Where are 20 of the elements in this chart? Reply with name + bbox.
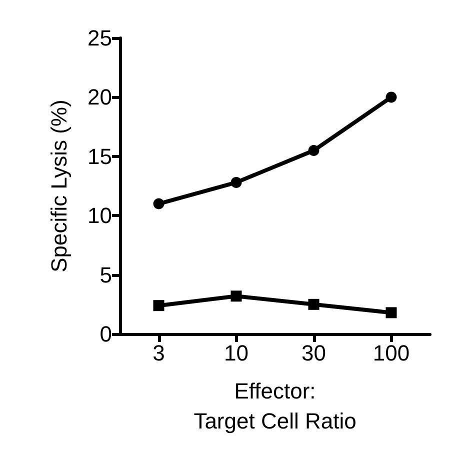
point [308, 298, 320, 310]
y-tick-label: 15 [88, 144, 112, 169]
y-tick-label: 20 [88, 84, 112, 110]
point [153, 198, 164, 210]
point [386, 92, 397, 103]
x-tick-label: 100 [372, 340, 410, 366]
point [386, 307, 397, 318]
x-tick-label: 30 [302, 340, 326, 366]
x-axis-title: Effector: Target Cell Ratio [194, 378, 356, 434]
y-tick-label: 25 [88, 26, 112, 50]
point [308, 144, 320, 156]
x-tick-label: 3 [152, 340, 165, 366]
y-axis-title: Specific Lysis (%) [46, 100, 72, 272]
y-tick-label: 5 [100, 262, 112, 288]
point [230, 290, 242, 302]
x-tick-label: 10 [224, 340, 248, 366]
point [230, 176, 242, 188]
point [153, 300, 164, 312]
y-tick-label: 10 [88, 203, 112, 228]
y-tick-label: 0 [100, 322, 112, 346]
